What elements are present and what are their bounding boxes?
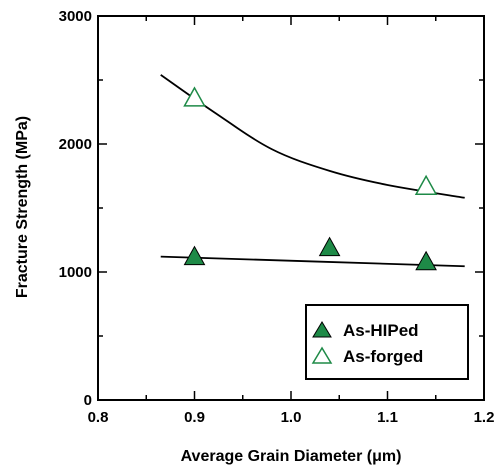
trend-lines xyxy=(160,74,465,268)
trend-line-1 xyxy=(160,74,465,199)
legend-box xyxy=(305,304,469,380)
x-tick-label: 0.8 xyxy=(88,409,109,426)
legend-label-as-hiped: As-HIPed xyxy=(343,321,419,340)
x-axis-label: Average Grain Diameter (μm) xyxy=(181,448,402,465)
x-tick-labels: 0.8 0.9 1.0 1.1 1.2 xyxy=(88,409,495,426)
legend: As-HIPed As-forged xyxy=(305,304,469,380)
legend-marker-as-hiped xyxy=(312,321,332,338)
legend-marker-as-forged xyxy=(311,346,333,364)
marker-as-hiped xyxy=(415,250,437,271)
y-tick-labels: 0 1000 2000 3000 xyxy=(59,8,92,409)
y-tick-label: 1000 xyxy=(59,264,92,281)
marker-as-hiped xyxy=(183,245,206,266)
marker-as-forged xyxy=(183,86,206,107)
y-axis-label: Fracture Strength (MPa) xyxy=(14,116,31,298)
y-tick-label: 3000 xyxy=(59,8,92,25)
marker-as-forged xyxy=(414,174,438,195)
y-tick-label: 2000 xyxy=(59,136,92,153)
x-tick-label: 1.0 xyxy=(281,409,302,426)
x-tick-label: 1.2 xyxy=(474,409,495,426)
y-tick-label: 0 xyxy=(84,392,92,409)
x-tick-label: 0.9 xyxy=(184,409,205,426)
x-tick-label: 1.1 xyxy=(377,409,398,426)
data-markers xyxy=(183,86,438,271)
axis-ticks xyxy=(97,15,485,401)
legend-label-as-forged: As-forged xyxy=(343,347,423,366)
marker-as-hiped xyxy=(318,236,341,257)
trend-line-2 xyxy=(160,255,465,268)
